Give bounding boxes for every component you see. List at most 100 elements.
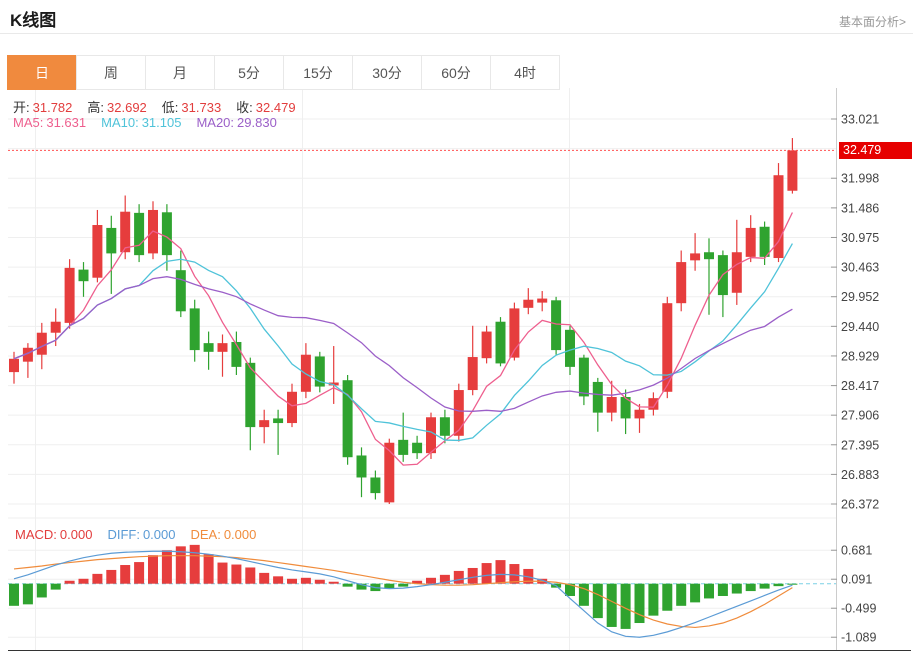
macd-bar (592, 583, 603, 619)
price-axis-label: 27.395 (841, 438, 879, 452)
ma20-legend: MA20: 29.830 (196, 115, 277, 130)
macd-axis-label: 0.681 (841, 544, 872, 558)
candle-body (509, 308, 520, 358)
candle-body (356, 455, 367, 478)
price-axis-label: 26.883 (841, 468, 879, 482)
candle-body (328, 382, 339, 386)
tab-日[interactable]: 日 (7, 55, 77, 90)
candle-body (64, 267, 75, 323)
macd-bar (217, 562, 228, 584)
fundamental-analysis-link[interactable]: 基本面分析> (838, 15, 906, 29)
candle-body (259, 420, 270, 428)
tab-15分[interactable]: 15分 (283, 55, 353, 90)
ma20-line (13, 276, 793, 412)
macd-bar (231, 564, 242, 584)
macd-bar (287, 578, 297, 584)
ma10-line (13, 243, 793, 442)
diff-value: DIFF: 0.000 (107, 527, 176, 542)
price-axis-label: 31.998 (841, 172, 879, 186)
macd-bar (509, 564, 520, 584)
page-title: K线图 (10, 11, 57, 30)
macd-bar (64, 580, 75, 584)
macd-bar (245, 567, 256, 584)
candle-body (495, 321, 506, 364)
macd-bar (565, 583, 575, 596)
macd-bar (426, 577, 436, 584)
macd-bar (578, 583, 589, 606)
macd-bar (690, 583, 701, 603)
dea-value: DEA: 0.000 (190, 527, 257, 542)
candle-body (565, 329, 575, 367)
macd-bar (453, 570, 464, 584)
candle-body (467, 357, 478, 391)
macd-bar (78, 578, 89, 584)
candle-body (759, 226, 770, 257)
candle-body (36, 332, 47, 355)
tab-30分[interactable]: 30分 (352, 55, 422, 90)
candle-body (50, 321, 61, 333)
candle-body (731, 252, 742, 293)
macd-bar (189, 544, 200, 584)
candle-body (273, 418, 284, 424)
ma5-legend: MA5: 31.631 (13, 115, 87, 130)
ohlc-low: 低: 31.733 (161, 100, 222, 115)
macd-bar (300, 577, 311, 584)
macd-bar (676, 583, 687, 606)
candle-body (231, 341, 242, 367)
candle-body (606, 396, 617, 413)
macd-axis-label: 0.091 (841, 573, 872, 587)
candle-body (78, 269, 89, 282)
ohlc-open: 开: 31.782 (13, 100, 73, 115)
candle-body (676, 262, 687, 304)
ma10-legend: MA10: 31.105 (101, 115, 182, 130)
price-axis-label: 28.417 (841, 379, 879, 393)
price-axis-label: 27.906 (841, 409, 879, 423)
macd-bar (731, 583, 742, 594)
candle-body (120, 211, 131, 253)
tab-周[interactable]: 周 (76, 55, 146, 90)
macd-bar (161, 550, 172, 584)
macd-bar (203, 554, 214, 584)
candle-body (787, 150, 798, 191)
tab-月[interactable]: 月 (145, 55, 215, 90)
macd-bar (704, 583, 714, 599)
price-axis-label: 29.952 (841, 290, 879, 304)
macd-bar (467, 567, 478, 584)
ohlc-close: 收: 32.479 (236, 100, 296, 115)
candle-body (189, 308, 200, 351)
candle-body (106, 227, 117, 254)
candle-body (634, 409, 645, 419)
tab-5分[interactable]: 5分 (214, 55, 284, 90)
candle-body (690, 253, 701, 261)
candle-body (704, 252, 714, 260)
macd-bar (36, 583, 47, 598)
tab-4时[interactable]: 4时 (490, 55, 560, 90)
candle-body (481, 331, 492, 359)
macd-bar (92, 573, 103, 584)
price-axis-label: 29.440 (841, 320, 879, 334)
candle-body (161, 212, 172, 256)
diff-line (13, 550, 793, 638)
macd-bar (134, 562, 145, 584)
current-price-badge: 32.479 (839, 141, 912, 159)
candle-body (342, 380, 353, 458)
macd-bar (120, 565, 131, 584)
ma5-line (13, 212, 793, 466)
macd-bar (620, 583, 631, 629)
candle-body (398, 439, 409, 455)
macd-bar (328, 581, 339, 584)
macd-bar (273, 576, 284, 584)
candle-body (203, 343, 214, 352)
macd-bar (745, 583, 756, 592)
candle-body (92, 225, 103, 278)
candle-body (134, 212, 145, 256)
candle-body (551, 300, 562, 351)
tab-60分[interactable]: 60分 (421, 55, 491, 90)
candle-body (537, 298, 548, 303)
macd-bar (439, 574, 450, 584)
interval-tabbar: 日周月 5分 15分 30分 60分 4时 (7, 55, 560, 90)
candle-body (773, 175, 784, 259)
header: K线图 基本面分析> (0, 0, 913, 34)
